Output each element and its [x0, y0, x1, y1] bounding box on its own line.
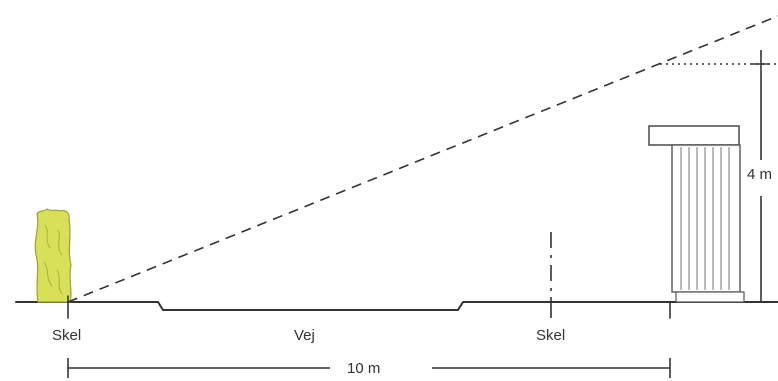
label-distance: 10 m	[347, 360, 380, 377]
ground-line	[15, 301, 778, 311]
label-skel-right: Skel	[536, 327, 565, 344]
label-height: 4 m	[747, 166, 772, 183]
sight-line-dashed	[67, 15, 778, 303]
label-road: Vej	[294, 327, 315, 344]
height-dimension	[660, 50, 778, 303]
hedge	[34, 208, 72, 303]
building	[648, 125, 745, 303]
label-skel-left: Skel	[52, 327, 81, 344]
distance-dimension	[67, 358, 671, 378]
